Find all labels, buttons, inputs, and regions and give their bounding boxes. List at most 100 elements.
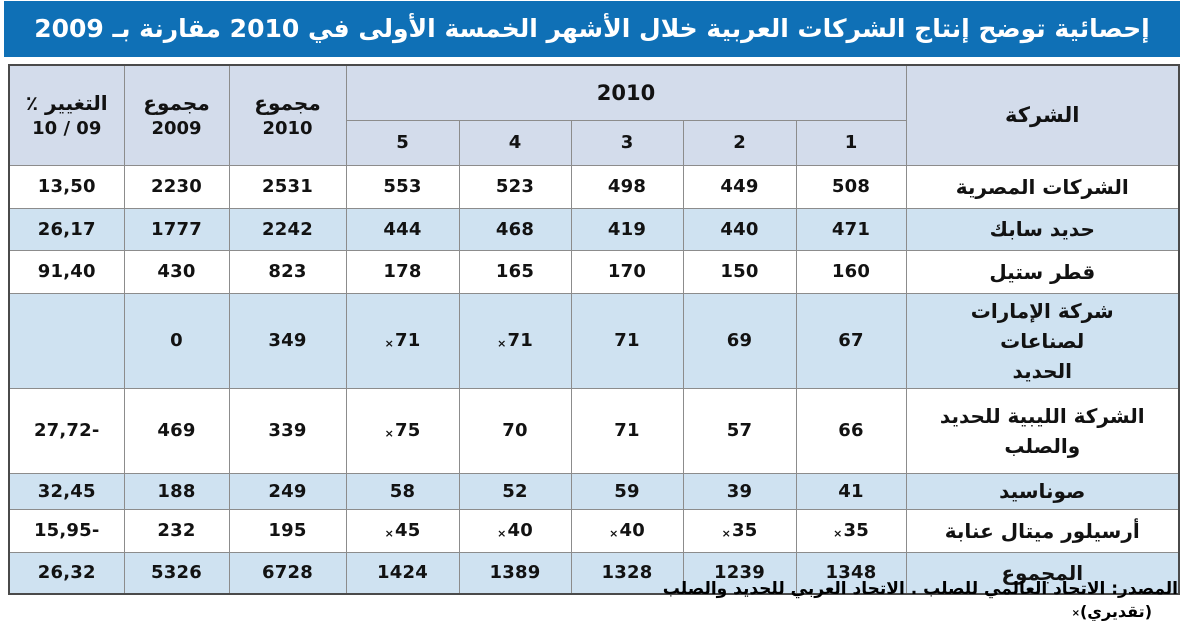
value-cell: 823 bbox=[228, 249, 347, 294]
value-cell: 58 bbox=[345, 472, 460, 510]
value-cell: 26,32 bbox=[8, 551, 125, 595]
value-cell: 498 bbox=[570, 164, 684, 209]
table-header: الشركة 2010 مجموع 2010 مجموع 2009 التغيي… bbox=[8, 64, 1180, 166]
value-cell: 15,95- bbox=[8, 508, 125, 553]
table-row: حديد سابك 471 440 419 468 444 2242 1777 26,17 bbox=[8, 207, 1180, 251]
value-cell: 71 bbox=[570, 292, 684, 389]
value-cell: 1424 bbox=[345, 551, 460, 595]
table-row: صوناسيد 41 39 59 52 58 249 188 32,45 bbox=[8, 472, 1180, 510]
value-cell: 59 bbox=[570, 472, 684, 510]
value-cell: 469 bbox=[123, 387, 230, 474]
table-row: قطر ستيل 160 150 170 165 178 823 430 91,40 bbox=[8, 249, 1180, 294]
table-row: شركة الإمارات لصناعات الحديد 67 69 71 ×71 ×71… bbox=[8, 292, 1180, 389]
estimate-mark-icon: × bbox=[384, 527, 394, 540]
company-name-cell: قطر ستيل bbox=[905, 249, 1180, 294]
header-row-top: الشركة 2010 مجموع 2010 مجموع 2009 التغيي… bbox=[8, 64, 1180, 166]
change-percent-header: التغيير ٪ 09 / 10 bbox=[8, 64, 125, 166]
value-cell: 430 bbox=[123, 249, 230, 294]
value-cell: 508 bbox=[795, 164, 907, 209]
month-column-header-2: 2 bbox=[682, 119, 797, 166]
value-cell: 188 bbox=[123, 472, 230, 510]
table-title: إحصائية توضح إنتاج الشركات العربية خلال … bbox=[34, 14, 1150, 44]
value-cell: 2230 bbox=[123, 164, 230, 209]
value-cell: ×40 bbox=[570, 508, 684, 553]
value-cell: 66 bbox=[795, 387, 907, 474]
change-label: التغيير ٪ bbox=[25, 90, 108, 115]
value-cell: 349 bbox=[228, 292, 347, 389]
value-cell: 553 bbox=[345, 164, 460, 209]
value-cell: 26,17 bbox=[8, 207, 125, 251]
total-2010-label: مجموع bbox=[254, 90, 321, 115]
value-cell: 52 bbox=[458, 472, 572, 510]
month-column-header-1: 1 bbox=[795, 119, 907, 166]
estimate-note-text: (تقديري) bbox=[1079, 602, 1152, 622]
estimate-x-mark: × bbox=[1071, 608, 1080, 620]
value-cell: 165 bbox=[458, 249, 572, 294]
company-column-header: الشركة bbox=[905, 64, 1180, 166]
table-row: المجموع 1348 1239 1328 1389 1424 6728 5326 26,32 bbox=[8, 551, 1180, 595]
company-name-cell: أرسيلور ميتال عنابة bbox=[905, 508, 1180, 553]
value-cell: ×71 bbox=[458, 292, 572, 389]
value-cell: 57 bbox=[682, 387, 797, 474]
company-name-cell: حديد سابك bbox=[905, 207, 1180, 251]
table-row: الشركات المصرية 508 449 498 523 553 2531 2230 13… bbox=[8, 164, 1180, 209]
total-2010-year: 2010 bbox=[262, 117, 313, 139]
value-cell: 41 bbox=[795, 472, 907, 510]
footer-notes: المصدر: الاتحاد العالمي للصلب . الاتحاد … bbox=[663, 579, 1178, 621]
value-cell: 6728 bbox=[228, 551, 347, 595]
value-cell: ×35 bbox=[682, 508, 797, 553]
estimate-mark-icon: × bbox=[721, 527, 731, 540]
company-name-cell: المجموع bbox=[905, 551, 1180, 595]
value-cell: 160 bbox=[795, 249, 907, 294]
estimate-mark-icon: × bbox=[384, 427, 394, 440]
value-cell: 32,45 bbox=[8, 472, 125, 510]
value-cell: 170 bbox=[570, 249, 684, 294]
value-cell: 69 bbox=[682, 292, 797, 389]
value-cell: 444 bbox=[345, 207, 460, 251]
value-cell: 2242 bbox=[228, 207, 347, 251]
month-column-header-5: 5 bbox=[345, 119, 460, 166]
value-cell: ×71 bbox=[345, 292, 460, 389]
value-cell: 1348 bbox=[795, 551, 907, 595]
table-row: الشركة الليبية للحديد والصلب 66 57 71 70 ×75 3… bbox=[8, 387, 1180, 474]
estimate-mark-icon: × bbox=[384, 337, 394, 350]
value-cell: ×45 bbox=[345, 508, 460, 553]
value-cell: 150 bbox=[682, 249, 797, 294]
value-cell: 1389 bbox=[458, 551, 572, 595]
value-cell: 178 bbox=[345, 249, 460, 294]
value-cell: 468 bbox=[458, 207, 572, 251]
header-row-months: 1 2 3 4 5 bbox=[9, 119, 1179, 166]
value-cell: 249 bbox=[228, 472, 347, 510]
value-cell: 1239 bbox=[682, 551, 797, 595]
estimate-mark-icon: × bbox=[609, 527, 619, 540]
value-cell: 232 bbox=[123, 508, 230, 553]
value-cell: 523 bbox=[458, 164, 572, 209]
value-cell bbox=[8, 292, 125, 389]
estimate-mark-icon: × bbox=[497, 527, 507, 540]
estimate-mark-icon: × bbox=[497, 337, 507, 350]
estimate-note: ×(تقديري) bbox=[663, 602, 1178, 621]
estimate-note-inline: ×(تقديري) bbox=[1072, 602, 1152, 621]
total-2009-label: مجموع bbox=[143, 90, 210, 115]
change-years: 09 / 10 bbox=[32, 117, 102, 139]
total-2009-year: 2009 bbox=[151, 117, 202, 139]
table-row: أرسيلور ميتال عنابة ×35 ×35 ×40 ×40 ×45 195 232… bbox=[8, 508, 1180, 553]
value-cell: ×35 bbox=[795, 508, 907, 553]
company-name-cell: صوناسيد bbox=[905, 472, 1180, 510]
value-cell: ×75 bbox=[345, 387, 460, 474]
value-cell: 67 bbox=[795, 292, 907, 389]
table-title-bar: إحصائية توضح إنتاج الشركات العربية خلال … bbox=[4, 1, 1180, 57]
year-2010-group-header: 2010 bbox=[345, 64, 907, 121]
value-cell: 2531 bbox=[228, 164, 347, 209]
value-cell: 440 bbox=[682, 207, 797, 251]
value-cell: 27,72- bbox=[8, 387, 125, 474]
estimate-mark-icon: × bbox=[833, 527, 843, 540]
total-2009-header: مجموع 2009 bbox=[123, 64, 230, 166]
value-cell: 1328 bbox=[570, 551, 684, 595]
table-container: الشركة 2010 مجموع 2010 مجموع 2009 التغيي… bbox=[8, 64, 1180, 595]
month-column-header-4: 4 bbox=[458, 119, 572, 166]
value-cell: 449 bbox=[682, 164, 797, 209]
table-body: الشركات المصرية 508 449 498 523 553 2531 2230 13… bbox=[8, 164, 1180, 595]
value-cell: 0 bbox=[123, 292, 230, 389]
